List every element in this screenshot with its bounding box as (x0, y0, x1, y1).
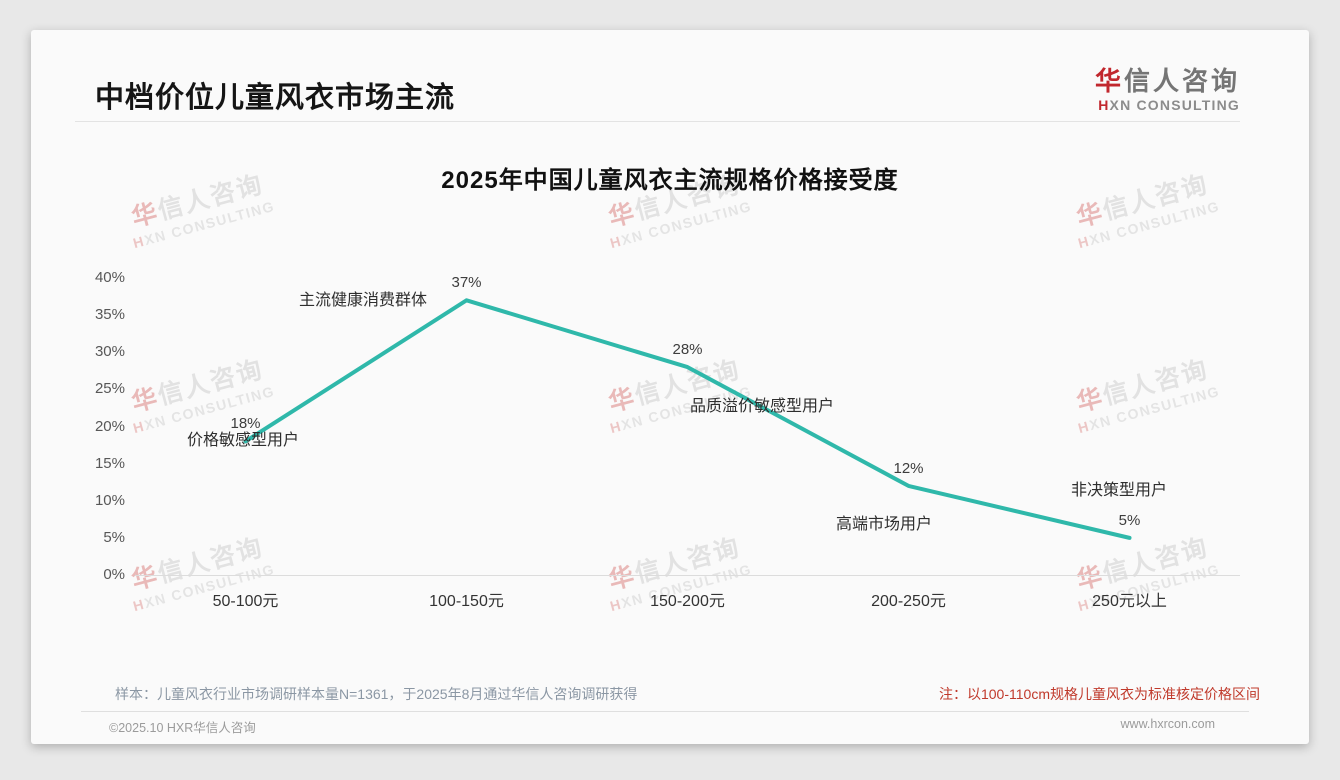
series-annotation: 主流健康消费群体 (298, 292, 427, 309)
x-axis-category-label: 250元以上 (1092, 593, 1167, 610)
website-url: www.hxrcon.com (1120, 717, 1215, 731)
y-axis-tick-label: 35% (94, 306, 125, 324)
y-axis-tick-label: 25% (94, 380, 125, 398)
y-axis-tick-label: 40% (94, 269, 125, 286)
acceptance-line (243, 298, 1132, 540)
y-axis-tick-label: 15% (94, 454, 125, 472)
sample-source-note: 样本：儿童风衣行业市场调研样本量N=1361，于2025年8月通过华信人咨询调研… (115, 686, 638, 702)
header-divider (75, 121, 1240, 122)
data-value-label: 37% (451, 274, 482, 292)
logo-chinese-rest: 信人咨询 (1123, 66, 1240, 96)
data-value-label: 28% (672, 341, 703, 359)
line-chart: 0% 5% 10% 15% 20% 25% 30% 35% 40% 18% 37% 28% 12% 5% 5… (31, 30, 1309, 744)
y-axis-tick-label: 10% (94, 491, 125, 509)
company-logo: 华信人咨询 HXN CONSULTING (1095, 66, 1240, 114)
x-axis-category-label: 50-100元 (212, 593, 279, 610)
logo-english-name: HXN CONSULTING (1095, 96, 1240, 114)
x-axis-category-label: 100-150元 (429, 593, 504, 610)
series-annotation: 高端市场用户 (835, 516, 932, 533)
x-axis-line (135, 575, 1240, 576)
x-axis-category-label: 150-200元 (650, 593, 725, 610)
y-axis-tick-label: 5% (103, 528, 125, 546)
line-series-svg (243, 298, 1132, 540)
price-standard-note: 注：以100-110cm规格儿童风衣为标准核定价格区间 (938, 686, 1260, 702)
logo-chinese-name: 华信人咨询 (1095, 66, 1240, 96)
series-annotation: 非决策型用户 (1070, 482, 1167, 499)
chart-title: 2025年中国儿童风衣主流规格价格接受度 (441, 167, 899, 194)
copyright-text: ©2025.10 HXR华信人咨询 (109, 721, 256, 735)
y-axis-tick-label: 0% (103, 566, 125, 583)
report-slide: 华信人咨询 HXN CONSULTING 华信人咨询 HXN CONSULTING 华信… (31, 30, 1309, 744)
page-title: 中档价位儿童风衣市场主流 (95, 82, 456, 114)
x-axis-category-label: 200-250元 (871, 593, 946, 610)
data-value-label: 12% (893, 459, 924, 477)
footer-divider (81, 711, 1249, 712)
series-annotation: 品质溢价敏感型用户 (689, 398, 834, 415)
data-value-label: 18% (230, 415, 261, 433)
content-layer: 中档价位儿童风衣市场主流 华信人咨询 HXN CONSULTING 2025年中… (31, 30, 1309, 744)
logo-english-rest: XN CONSULTING (1109, 97, 1240, 113)
y-axis-tick-label: 30% (94, 343, 125, 361)
logo-accent-char: 华 (1094, 66, 1124, 96)
data-value-label: 5% (1118, 511, 1141, 529)
logo-english-accent: H (1098, 97, 1110, 113)
y-axis-tick-label: 20% (94, 417, 125, 435)
series-annotation: 价格敏感型用户 (186, 432, 299, 449)
